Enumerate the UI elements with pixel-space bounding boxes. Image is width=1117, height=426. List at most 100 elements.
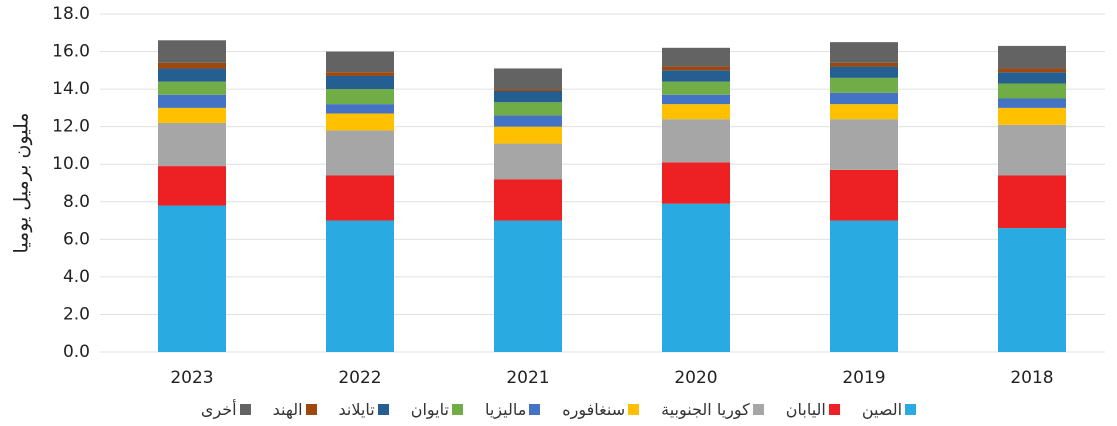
- y-tick-label: 6.0: [63, 229, 90, 249]
- y-tick-label: 10.0: [52, 154, 90, 174]
- legend: الصين اليابان كوريا الجنوبية سنغافوره ماليزي…: [0, 397, 1117, 421]
- bar-segment: [830, 169, 898, 221]
- bar-segment: [158, 68, 226, 82]
- bar-segment: [326, 75, 394, 90]
- y-tick-label: 14.0: [52, 79, 90, 99]
- bar-segment: [494, 68, 562, 90]
- x-tick-label: 2019: [842, 368, 885, 388]
- legend-label: كوريا الجنوبية: [661, 399, 750, 419]
- x-tick-label: 2018: [1010, 368, 1053, 388]
- bar-segment: [158, 205, 226, 352]
- bar-segment: [662, 70, 730, 82]
- bar-segment: [998, 107, 1066, 125]
- bar-segment: [662, 47, 730, 67]
- bar-segment: [662, 94, 730, 105]
- legend-label: أخرى: [200, 399, 237, 419]
- y-tick-label: 8.0: [63, 192, 90, 212]
- bar-segment: [158, 107, 226, 123]
- bar-segment: [494, 102, 562, 116]
- bar-segment: [830, 119, 898, 170]
- legend-swatch: [828, 403, 840, 415]
- bar-segment: [494, 220, 562, 352]
- bar-segment: [998, 68, 1066, 73]
- legend-item: الصين: [861, 397, 917, 421]
- legend-swatch: [451, 403, 463, 415]
- bar-segment: [998, 83, 1066, 99]
- x-tick-label: 2022: [338, 368, 381, 388]
- legend-item: سنغافوره: [562, 397, 640, 421]
- y-tick-label: 4.0: [63, 267, 90, 287]
- bar-segment: [326, 175, 394, 221]
- y-axis-label: مليون برميل يوميا: [11, 113, 33, 254]
- bar-segment: [326, 72, 394, 76]
- bar-segment: [326, 113, 394, 131]
- legend-swatch: [377, 403, 389, 415]
- bar-segment: [158, 81, 226, 95]
- bar-segment: [662, 66, 730, 71]
- legend-label: سنغافوره: [562, 399, 626, 419]
- legend-item: كوريا الجنوبية: [661, 397, 764, 421]
- y-tick-label: 0.0: [63, 342, 90, 362]
- legend-swatch: [628, 403, 640, 415]
- y-tick-label: 2.0: [63, 304, 90, 324]
- bar-segment: [998, 175, 1066, 229]
- bar-segment: [494, 115, 562, 127]
- bar-segment: [998, 124, 1066, 176]
- bar-segment: [830, 66, 898, 78]
- bar-segment: [494, 89, 562, 91]
- legend-label: اليابان: [785, 399, 826, 419]
- bar-segment: [494, 90, 562, 103]
- bar-segment: [830, 42, 898, 63]
- bar-segment: [662, 203, 730, 352]
- bar-segment: [830, 77, 898, 93]
- y-tick-label: 16.0: [52, 42, 90, 62]
- x-tick-label: 2023: [170, 368, 213, 388]
- bar-segment: [998, 98, 1066, 108]
- legend-item: ماليزيا: [484, 397, 541, 421]
- legend-swatch: [305, 403, 317, 415]
- legend-label: الصين: [861, 399, 903, 419]
- legend-swatch: [239, 403, 251, 415]
- bar-segment: [158, 122, 226, 167]
- bar-segment: [326, 89, 394, 105]
- bar-segment: [494, 143, 562, 180]
- bar-segment: [326, 104, 394, 114]
- bar-segment: [662, 162, 730, 204]
- legend-swatch: [529, 403, 541, 415]
- bar-segment: [662, 119, 730, 163]
- bar-segment: [998, 72, 1066, 84]
- bar-segment: [998, 228, 1066, 352]
- bar-segment: [830, 220, 898, 352]
- legend-swatch: [905, 403, 917, 415]
- legend-label: ماليزيا: [484, 399, 527, 419]
- legend-label: تايلاند: [338, 399, 375, 419]
- y-tick-label: 12.0: [52, 117, 90, 137]
- x-tick-label: 2020: [674, 368, 717, 388]
- bar-segment: [158, 166, 226, 206]
- legend-label: الهند: [272, 399, 303, 419]
- legend-label: تايوان: [410, 399, 449, 419]
- legend-item: أخرى: [201, 397, 251, 421]
- bar-segment: [830, 104, 898, 120]
- bar-segment: [662, 81, 730, 95]
- bar-segment: [326, 130, 394, 176]
- bar-segment: [158, 40, 226, 63]
- bar-segment: [830, 62, 898, 67]
- y-tick-label: 18.0: [52, 4, 90, 24]
- bar-segment: [998, 45, 1066, 69]
- legend-item: اليابان: [786, 397, 840, 421]
- bar-segment: [662, 104, 730, 120]
- bar-segment: [494, 179, 562, 221]
- bar-segment: [326, 220, 394, 352]
- legend-item: الهند: [273, 397, 317, 421]
- bar-segment: [326, 51, 394, 73]
- bar-segment: [158, 94, 226, 108]
- legend-swatch: [752, 403, 764, 415]
- legend-item: تايوان: [411, 397, 463, 421]
- bar-segment: [494, 126, 562, 144]
- legend-item: تايلاند: [339, 397, 389, 421]
- x-tick-label: 2021: [506, 368, 549, 388]
- bar-segment: [158, 62, 226, 69]
